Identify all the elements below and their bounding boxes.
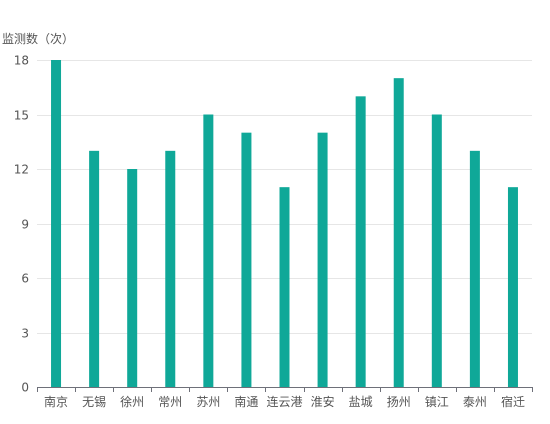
x-tick-label: 徐州	[120, 394, 144, 409]
y-tick-label: 3	[21, 327, 29, 341]
bars	[51, 60, 518, 388]
bar-镇江	[431, 114, 442, 387]
x-tick-labels: 南京 无锡 徐州 常州 苏州 南通 连云港 淮安 盐城 扬州 镇江 泰州 宿迁	[44, 394, 525, 409]
y-tick-labels: 0 3 6 9 12 15 18	[14, 54, 29, 395]
x-tick-label: 淮安	[311, 394, 335, 409]
bar-南通	[241, 132, 252, 387]
bar-扬州	[393, 78, 404, 388]
axes	[37, 387, 533, 392]
x-tick-label: 连云港	[266, 394, 302, 409]
bar-南京	[51, 60, 62, 387]
x-tick-label: 扬州	[387, 394, 411, 409]
x-tick-label: 无锡	[82, 394, 106, 409]
y-tick-label: 18	[14, 54, 29, 68]
bar-淮安	[317, 132, 328, 387]
y-tick-label: 9	[21, 218, 29, 232]
bar-盐城	[355, 96, 366, 387]
x-tick-label: 盐城	[349, 395, 373, 409]
x-tick-label: 南京	[44, 394, 68, 409]
x-tick-label: 泰州	[463, 395, 487, 409]
bar-连云港	[279, 187, 290, 387]
x-tick-label: 常州	[158, 395, 182, 409]
bar-泰州	[469, 150, 480, 387]
y-tick-label: 0	[21, 381, 29, 395]
x-tick-label: 宿迁	[501, 394, 525, 409]
bar-徐州	[127, 169, 138, 387]
bar-常州	[165, 150, 176, 387]
y-axis-title: 监测数（次）	[2, 31, 74, 46]
x-tick-label: 镇江	[425, 395, 449, 409]
x-tick-label: 南通	[234, 394, 258, 409]
y-tick-label: 12	[14, 163, 29, 177]
bar-苏州	[203, 114, 214, 387]
bar-无锡	[89, 150, 100, 387]
y-tick-label: 6	[21, 272, 29, 286]
y-tick-label: 15	[14, 109, 29, 123]
bar-宿迁	[507, 187, 518, 387]
x-tick-label: 苏州	[196, 395, 220, 409]
